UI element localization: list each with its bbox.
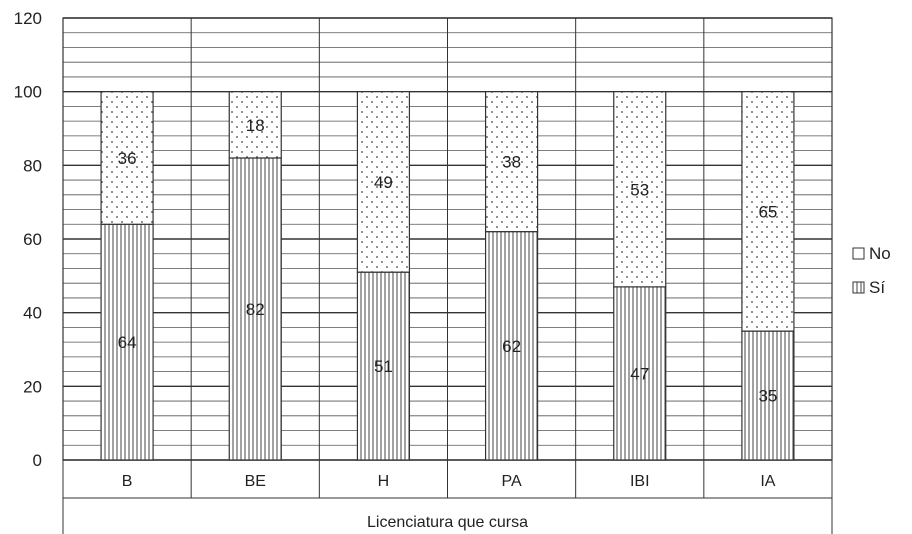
legend-label: No (869, 244, 891, 263)
x-axis: B BE H PA IBI IA Licenciatura que cursa (62, 460, 833, 534)
bar-si-h (356, 271, 411, 461)
bar-no-pa (484, 91, 539, 233)
x-axis-title: Licenciatura que cursa (367, 514, 528, 531)
y-tick-label: 100 (14, 83, 42, 102)
y-tick-label: 0 (33, 451, 42, 470)
data-labels: 64 36 82 18 51 49 62 38 47 53 35 65 (118, 116, 778, 406)
bar-no-ibi (613, 91, 667, 288)
legend: No Sí (852, 244, 891, 297)
bar-no-b (100, 91, 154, 225)
data-label: 82 (246, 300, 265, 319)
bar-si-ibi (613, 286, 667, 461)
data-label: 53 (630, 180, 649, 199)
data-label: 64 (118, 333, 137, 352)
bar-si-b (100, 223, 154, 461)
data-label: 51 (374, 357, 393, 376)
y-tick-label: 20 (23, 377, 42, 396)
y-tick-label: 40 (23, 304, 42, 323)
y-axis-tick-labels: 0 20 40 60 80 100 120 (14, 9, 42, 470)
bar-no-be (228, 91, 282, 159)
y-tick-label: 80 (23, 156, 42, 175)
data-label: 47 (630, 364, 649, 383)
data-label: 38 (502, 153, 521, 172)
data-label: 35 (758, 387, 777, 406)
bar-si-be (228, 157, 282, 461)
x-tick-label: PA (502, 473, 522, 490)
gridlines (62, 17, 833, 461)
bars (100, 91, 795, 461)
legend-swatch-si (852, 281, 865, 294)
data-label: 49 (374, 173, 393, 192)
data-label: 62 (502, 337, 521, 356)
x-tick-label: H (378, 473, 390, 490)
bar-no-h (356, 91, 411, 273)
data-label: 65 (758, 202, 777, 221)
bar-si-pa (484, 231, 539, 461)
bar-no-ia (741, 91, 795, 332)
x-tick-label: BE (245, 473, 266, 490)
legend-label: Sí (869, 278, 885, 297)
x-tick-label: IBI (630, 473, 650, 490)
data-label: 36 (118, 149, 137, 168)
y-tick-label: 120 (14, 9, 42, 28)
data-label: 18 (246, 116, 265, 135)
bar-si-ia (741, 330, 795, 461)
x-tick-label: B (122, 473, 133, 490)
legend-swatch-no (852, 247, 865, 260)
x-tick-label: IA (760, 473, 775, 490)
y-tick-label: 60 (23, 230, 42, 249)
